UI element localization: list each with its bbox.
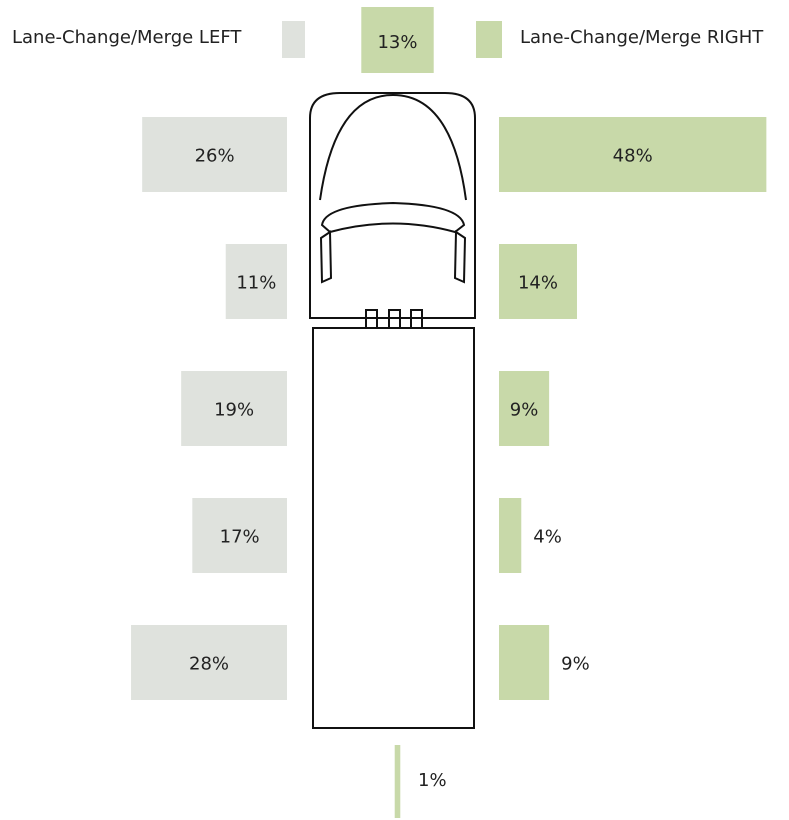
value-label: 28% — [189, 654, 229, 675]
value-label: 9% — [510, 400, 539, 421]
legend-swatch — [282, 21, 305, 58]
value-label: 4% — [533, 527, 562, 548]
value-label: 9% — [561, 654, 590, 675]
bar — [361, 7, 434, 73]
legend-label: Lane-Change/Merge RIGHT — [520, 27, 764, 48]
bar — [499, 498, 522, 573]
bar — [181, 371, 287, 446]
legend-swatch — [476, 21, 502, 58]
value-label: 26% — [195, 146, 235, 167]
truck — [309, 92, 476, 729]
value-label: 13% — [377, 32, 417, 53]
value-label: 48% — [613, 146, 653, 167]
value-label: 19% — [214, 400, 254, 421]
value-label: 17% — [220, 527, 260, 548]
value-label: 11% — [236, 273, 276, 294]
bar — [394, 745, 401, 818]
bar — [225, 244, 287, 319]
bar — [499, 371, 550, 446]
value-label: 14% — [518, 273, 558, 294]
bar — [142, 117, 287, 192]
legend-label: Lane-Change/Merge LEFT — [12, 27, 242, 48]
bar — [499, 625, 550, 700]
bar — [192, 498, 287, 573]
bar — [131, 625, 287, 700]
value-label: 1% — [418, 770, 447, 791]
bar — [499, 244, 577, 319]
bar — [499, 117, 767, 192]
